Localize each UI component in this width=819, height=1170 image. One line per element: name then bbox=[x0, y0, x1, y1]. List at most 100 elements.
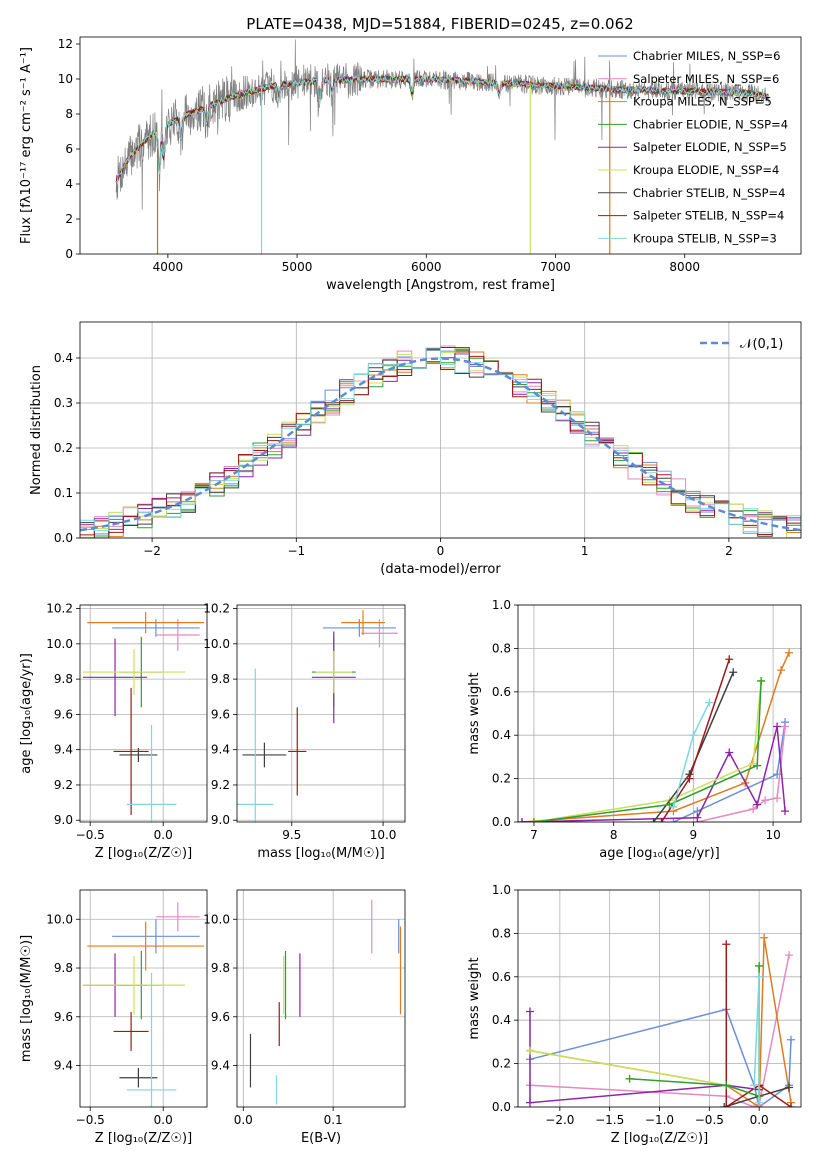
x-tick-label: 0.1 bbox=[324, 1113, 343, 1127]
y-tick-label: 0.0 bbox=[492, 1100, 511, 1114]
y-axis-label: age [log₁₀(age/yr)] bbox=[19, 653, 34, 774]
y-tick-label: 0.2 bbox=[492, 772, 511, 786]
panel-mass-vs-Z: −0.5 0.0 9.4 9.6 9.8 10.0 Z [log₁₀(Z/Z☉)] mass … bbox=[19, 889, 208, 1146]
y-tick-label: 10.0 bbox=[203, 637, 230, 651]
plus-marker bbox=[669, 802, 678, 811]
y-tick-label: 9.8 bbox=[211, 961, 230, 975]
y-tick-label: 0 bbox=[65, 247, 73, 261]
y-tick-label: 0.4 bbox=[492, 1013, 511, 1027]
x-axis-label: mass [log₁₀(M/M☉)] bbox=[257, 846, 384, 861]
y-axis-label: mass weight bbox=[467, 957, 482, 1039]
plot-area bbox=[249, 899, 402, 1105]
y-tick-label: 9.6 bbox=[211, 707, 230, 721]
x-tick-label: 10.0 bbox=[370, 828, 397, 842]
y-tick-label: 9.8 bbox=[54, 672, 73, 686]
x-tick-label: −1.0 bbox=[645, 1113, 674, 1127]
y-tick-label: 9.6 bbox=[211, 1010, 230, 1024]
plus-marker bbox=[755, 961, 764, 970]
axes-frame bbox=[79, 889, 208, 1108]
y-tick-label: 9.8 bbox=[211, 672, 230, 686]
x-tick-label: 4000 bbox=[153, 260, 184, 274]
plus-marker bbox=[773, 722, 782, 731]
legend-entry: Kroupa MILES, N_SSP=5 bbox=[633, 95, 772, 109]
axes-frame bbox=[79, 36, 802, 255]
x-tick-label: −0.5 bbox=[76, 1113, 105, 1127]
y-tick-label: 9.4 bbox=[211, 743, 230, 757]
mass-weight-line bbox=[533, 680, 762, 822]
plus-marker bbox=[722, 1103, 731, 1107]
y-tick-label: 0.2 bbox=[54, 441, 73, 455]
legend-entry: Salpeter STELIB, N_SSP=4 bbox=[633, 209, 784, 223]
y-tick-label: 0.8 bbox=[492, 926, 511, 940]
mass-weight-line bbox=[529, 1011, 760, 1104]
plus-marker bbox=[689, 731, 698, 740]
y-tick-label: 9.2 bbox=[211, 778, 230, 792]
panel-spectrum: 4000 5000 6000 7000 8000 0 2 4 6 8 10 12 wavelength … bbox=[19, 36, 802, 293]
x-axis-label: Z [log₁₀(Z/Z☉)] bbox=[95, 846, 192, 861]
plus-marker bbox=[725, 748, 734, 757]
x-tick-label: −0.5 bbox=[76, 828, 105, 842]
plus-marker bbox=[781, 722, 790, 731]
axes-frame bbox=[79, 321, 802, 539]
panel-mass-vs-EBV: 0.0 0.1 9.4 9.6 9.8 10.0 E(B-V) bbox=[203, 889, 406, 1146]
plus-marker bbox=[525, 1046, 534, 1055]
x-tick-label: −0.5 bbox=[695, 1113, 724, 1127]
legend-entry: Kroupa ELODIE, N_SSP=4 bbox=[633, 163, 779, 177]
plot-area bbox=[80, 345, 801, 538]
errorbar-point bbox=[126, 972, 177, 1107]
errorbar-point bbox=[242, 742, 287, 768]
y-tick-label: 0.4 bbox=[492, 728, 511, 742]
legend: Chabrier MILES, N_SSP=6 Salpeter MILES, N… bbox=[598, 49, 788, 245]
x-tick-label: −1 bbox=[287, 544, 305, 558]
plus-marker bbox=[781, 807, 790, 816]
x-tick-label: 7 bbox=[530, 828, 538, 842]
y-tick-label: 1.0 bbox=[492, 598, 511, 612]
axes-frame bbox=[236, 889, 406, 1108]
mass-weight-line bbox=[725, 944, 792, 1107]
mass-weight-line bbox=[673, 722, 786, 822]
y-tick-label: 8 bbox=[65, 107, 73, 121]
errorbar-point bbox=[155, 902, 200, 932]
x-tick-label: −1.5 bbox=[595, 1113, 624, 1127]
plus-marker bbox=[787, 1035, 796, 1044]
x-tick-label: 8000 bbox=[669, 260, 700, 274]
y-tick-label: 10.0 bbox=[46, 637, 73, 651]
plus-marker bbox=[657, 818, 666, 822]
axes-frame bbox=[236, 604, 406, 823]
plot-area bbox=[237, 610, 398, 822]
x-tick-label: 7000 bbox=[540, 260, 571, 274]
y-tick-label: 9.0 bbox=[54, 813, 73, 827]
errorbar-point bbox=[341, 610, 385, 635]
axes-frame bbox=[517, 889, 802, 1108]
plus-marker bbox=[669, 818, 678, 822]
errorbar-point bbox=[361, 619, 398, 648]
plus-marker bbox=[773, 794, 782, 803]
plot-area bbox=[518, 648, 794, 822]
errorbar-point bbox=[237, 668, 274, 822]
mass-weight-line bbox=[529, 954, 790, 1107]
x-tick-label: 8 bbox=[610, 828, 618, 842]
errorbar-point bbox=[155, 619, 200, 651]
x-axis-label: age [log₁₀(age/yr)] bbox=[599, 846, 720, 861]
mass-weight-line bbox=[753, 976, 760, 1103]
y-tick-label: 0.8 bbox=[492, 641, 511, 655]
x-tick-label: 1 bbox=[581, 544, 589, 558]
mass-weight-line bbox=[521, 652, 790, 822]
plus-marker bbox=[525, 1007, 534, 1016]
axes-frame bbox=[517, 604, 802, 823]
mass-weight-line bbox=[533, 680, 762, 822]
errorbar-point bbox=[82, 649, 186, 695]
plot-area bbox=[82, 902, 205, 1107]
plus-marker bbox=[755, 972, 764, 981]
mass-weight-line bbox=[529, 966, 760, 1098]
plus-marker bbox=[729, 668, 738, 677]
y-tick-label: 9.6 bbox=[54, 1010, 73, 1024]
x-axis-label: Z [log₁₀(Z/Z☉)] bbox=[95, 1131, 192, 1146]
x-tick-label: 0.0 bbox=[750, 1113, 769, 1127]
x-axis-label: Z [log₁₀(Z/Z☉)] bbox=[611, 1131, 708, 1146]
y-tick-label: 10.0 bbox=[46, 912, 73, 926]
legend-entry: 𝒩(0,1) bbox=[740, 337, 783, 352]
y-tick-label: 0.6 bbox=[492, 685, 511, 699]
legend-entry: Chabrier MILES, N_SSP=6 bbox=[633, 49, 780, 63]
plus-marker bbox=[722, 1081, 731, 1090]
